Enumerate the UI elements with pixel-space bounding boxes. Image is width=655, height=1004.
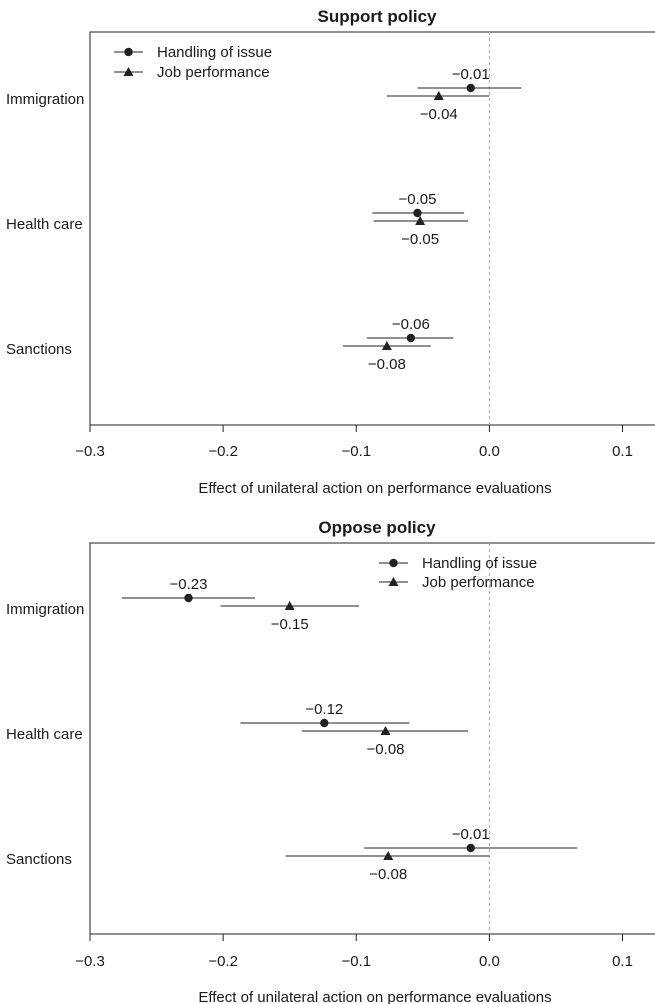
data-label: −0.01 (452, 66, 490, 83)
legend-label: Handling of issue (157, 44, 272, 61)
data-label: −0.08 (369, 866, 407, 883)
point-handling-of-issue (406, 333, 416, 343)
chart-panel-2: Oppose policy −0.3 −0.2 −0.1 0.0 0.1 Effect of… (6, 518, 655, 1004)
legend-circle-marker (124, 47, 133, 57)
legend-item-handling-of-issue: Handling of issue (379, 555, 537, 572)
plot-frame (89, 31, 655, 426)
legend-item-job-performance: Job performance (114, 64, 270, 81)
x-tick-label: 0.1 (612, 953, 633, 970)
data-label: −0.23 (170, 576, 208, 593)
x-tick-label: 0.0 (479, 443, 500, 460)
chart-title: Oppose policy (318, 518, 436, 537)
x-tick-label: 0.0 (479, 953, 500, 970)
x-tick-label: −0.3 (75, 953, 105, 970)
data-label: −0.15 (271, 616, 309, 633)
category-label-health-care: Health care (6, 726, 83, 743)
point-handling-of-issue (466, 843, 475, 853)
point-handling-of-issue (413, 208, 422, 218)
data-label: −0.06 (392, 316, 430, 333)
x-axis-label: Effect of unilateral action on performan… (198, 480, 551, 497)
legend-item-handling-of-issue: Handling of issue (114, 44, 272, 61)
category-label-health-care: Health care (6, 216, 83, 233)
data-label: −0.01 (452, 826, 490, 843)
x-tick-label: −0.1 (341, 443, 371, 460)
data-label: −0.05 (399, 191, 437, 208)
point-handling-of-issue (466, 83, 475, 93)
plot-frame (89, 542, 655, 935)
data-label: −0.04 (420, 106, 458, 123)
point-handling-of-issue (320, 718, 329, 728)
legend-circle-marker (389, 558, 398, 568)
data-label: −0.08 (368, 356, 406, 373)
point-job-performance (433, 91, 444, 100)
x-axis-label: Effect of unilateral action on performan… (198, 989, 551, 1004)
legend-item-job-performance: Job performance (379, 574, 535, 591)
legend-label: Handling of issue (422, 555, 537, 572)
category-label-sanctions: Sanctions (6, 341, 72, 358)
data-label: −0.12 (305, 701, 343, 718)
x-tick-label: −0.3 (75, 443, 105, 460)
point-handling-of-issue (184, 593, 193, 603)
category-label-immigration: Immigration (6, 91, 84, 108)
x-tick-label: −0.1 (341, 953, 371, 970)
x-tick-label: 0.1 (612, 443, 633, 460)
data-label: −0.08 (367, 741, 405, 758)
legend-triangle-marker (123, 67, 134, 76)
point-job-performance (381, 341, 392, 350)
legend-label: Job performance (157, 64, 270, 81)
legend-label: Job performance (422, 574, 535, 591)
legend-triangle-marker (388, 577, 399, 586)
point-job-performance (284, 601, 295, 610)
chart-panel-1: Support policy −0.3 −0.2 −0.1 0.0 0.1 Effect o… (6, 7, 655, 497)
x-tick-label: −0.2 (208, 953, 238, 970)
data-label: −0.05 (401, 231, 439, 248)
point-job-performance (415, 216, 426, 225)
point-job-performance (383, 851, 394, 860)
point-job-performance (380, 726, 391, 735)
chart-title: Support policy (318, 7, 438, 26)
x-tick-label: −0.2 (208, 443, 238, 460)
category-label-immigration: Immigration (6, 601, 84, 618)
category-label-sanctions: Sanctions (6, 851, 72, 868)
